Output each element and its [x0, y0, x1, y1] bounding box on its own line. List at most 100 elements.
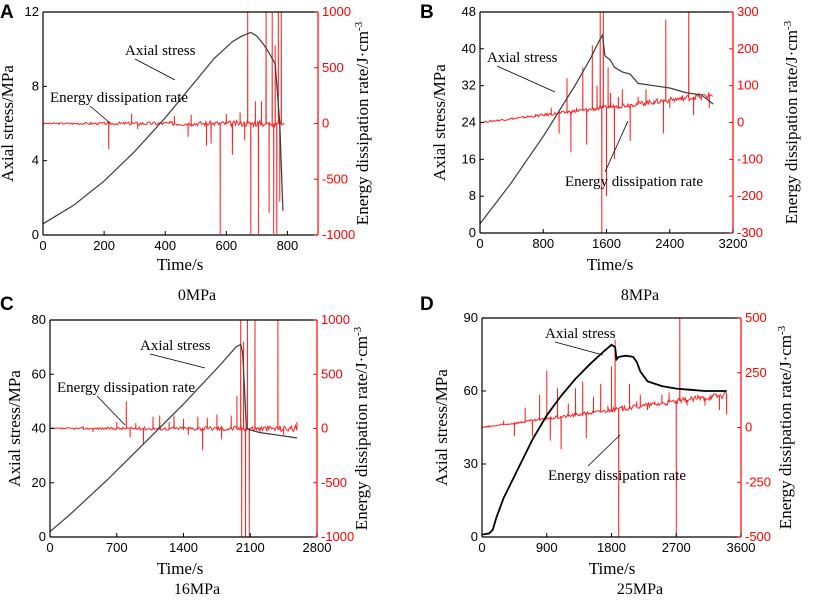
y-tick-label: 40	[462, 41, 476, 56]
y2-tick-label: 0	[322, 116, 329, 131]
x-tick-label: 900	[536, 540, 558, 555]
panel-letter: A	[0, 2, 14, 23]
y2-tick-label: -1000	[321, 529, 354, 544]
x-axis-label: Time/s	[157, 255, 204, 274]
series-axial-stress	[42, 31, 284, 225]
x-axis-label: Time/s	[589, 559, 636, 578]
y-tick-label: 16	[462, 151, 476, 166]
y2-axis-label-sup: -3	[353, 21, 365, 31]
series-energy-dissipation-rate	[50, 319, 298, 538]
x-tick-label: 1600	[592, 236, 621, 251]
y-axis-label: Axial stress/MPa	[5, 370, 24, 487]
chart-panel-c: C 0 700 1400 2100 2800 0 20 40 60 80 -1000 -500 0 500 1…	[0, 294, 371, 598]
y-tick-label: 0	[469, 225, 476, 240]
y-tick-label: 20	[32, 475, 46, 490]
chart-panel-b: B 0 800 1600 2400 3200 0 8 16 24 32 40 48 -300 -200 -10…	[420, 2, 801, 304]
annotation-label: Axial stress	[125, 43, 196, 59]
y-tick-label: 0	[32, 227, 39, 242]
y2-tick-label: -250	[745, 474, 771, 489]
y2-tick-label: 300	[737, 4, 759, 19]
annotation-arrow	[554, 341, 604, 356]
x-tick-label: 1800	[597, 540, 626, 555]
y2-tick-label: -100	[737, 151, 763, 166]
y-axis-label: Axial stress/MPa	[432, 369, 451, 486]
y2-axis-label: Energy dissipation rate/J·cm-3	[782, 20, 801, 224]
x-tick-label: 800	[532, 236, 554, 251]
x-tick-label: 200	[93, 238, 115, 253]
y2-tick-label: 100	[737, 78, 759, 93]
y2-axis-label-sup: -3	[352, 326, 364, 336]
annotation-label: Energy dissipation rate	[548, 468, 686, 484]
x-tick-label: 2100	[236, 540, 265, 555]
y2-axis-label: Energy dissipation rate/J·cm-3	[352, 326, 371, 530]
annotation-arrow	[496, 65, 556, 93]
annotation-arrow	[89, 105, 111, 124]
y2-tick-label: 500	[322, 60, 344, 75]
y2-tick-label: 500	[321, 366, 343, 381]
series-axial-stress	[49, 343, 298, 533]
annotation-arrow	[149, 353, 206, 369]
y2-axis-label-text: Energy dissipation rate/J·cm	[352, 336, 371, 530]
x-tick-label: 700	[106, 540, 128, 555]
y2-axis-label: Energy dissipation rate/J·cm-3	[353, 21, 372, 225]
y-tick-label: 4	[32, 153, 39, 168]
y-tick-label: 12	[25, 4, 39, 19]
series-energy-dissipation-rate	[481, 317, 728, 538]
panel-caption: 8MPa	[621, 287, 659, 304]
y-tick-label: 80	[32, 312, 46, 327]
y-tick-label: 0	[39, 529, 46, 544]
y-tick-label: 8	[32, 78, 39, 93]
annotation-arrow	[587, 434, 621, 467]
y-tick-label: 48	[462, 4, 476, 19]
series-axial-stress	[481, 343, 727, 536]
annotation-arrow	[604, 120, 629, 173]
y-tick-label: 60	[32, 366, 46, 381]
y2-tick-label: 1000	[322, 4, 351, 19]
panel-caption: 16MPa	[174, 581, 220, 598]
y2-tick-label: -500	[321, 475, 347, 490]
panel-letter: D	[420, 294, 434, 315]
y-axis-label: Axial stress/MPa	[0, 65, 17, 182]
x-tick-label: 800	[277, 238, 299, 253]
x-tick-label: 2800	[303, 540, 332, 555]
annotation-arrow	[134, 58, 176, 81]
y2-axis-label-text: Energy dissipation rate/J·cm	[776, 335, 795, 529]
series-energy-dissipation-rate	[479, 11, 714, 234]
chart-panel-a: A 0 200 400 600 800 0 4 8 12 -1000 -500 0 500 1000 Time…	[0, 2, 372, 304]
y2-tick-label: 0	[745, 420, 752, 435]
panel-letter: B	[420, 2, 434, 23]
annotation-label: Axial stress	[545, 326, 616, 342]
series-axial-stress	[479, 33, 714, 225]
annotation-label: Energy dissipation rate	[50, 90, 188, 106]
x-tick-label: 400	[154, 238, 176, 253]
y2-tick-label: 0	[737, 115, 744, 130]
y2-tick-label: 500	[745, 310, 767, 325]
y-tick-label: 24	[462, 115, 476, 130]
y-tick-label: 8	[469, 188, 476, 203]
panel-caption: 25MPa	[617, 581, 663, 598]
y-tick-label: 60	[464, 383, 478, 398]
y2-tick-label: -500	[745, 529, 771, 544]
y2-tick-label: -500	[322, 171, 348, 186]
y2-tick-label: -1000	[322, 227, 355, 242]
x-axis-label: Time/s	[587, 255, 634, 274]
y2-axis-label: Energy dissipation rate/J·cm-3	[776, 325, 795, 529]
annotation-label: Axial stress	[140, 338, 211, 354]
y2-tick-label: 250	[745, 365, 767, 380]
y-tick-label: 0	[471, 529, 478, 544]
series-energy-dissipation-rate	[42, 11, 285, 234]
y2-tick-label: 1000	[321, 312, 350, 327]
x-tick-label: 1400	[169, 540, 198, 555]
chart-panel-d: D 0 900 1800 2700 3600 0 30 60 90 -500 -250 0 250 500 T…	[420, 294, 795, 598]
annotation-arrow	[96, 395, 126, 426]
y-tick-label: 40	[32, 421, 46, 436]
y2-axis-label-sup: -3	[776, 325, 788, 335]
panel-letter: C	[0, 294, 14, 315]
annotation-label: Energy dissipation rate	[565, 174, 703, 190]
x-tick-label: 0	[478, 540, 485, 555]
y2-tick-label: -200	[737, 188, 763, 203]
annotation-label: Axial stress	[487, 50, 558, 66]
y-tick-label: 30	[464, 456, 478, 471]
x-tick-label: 2400	[655, 236, 684, 251]
